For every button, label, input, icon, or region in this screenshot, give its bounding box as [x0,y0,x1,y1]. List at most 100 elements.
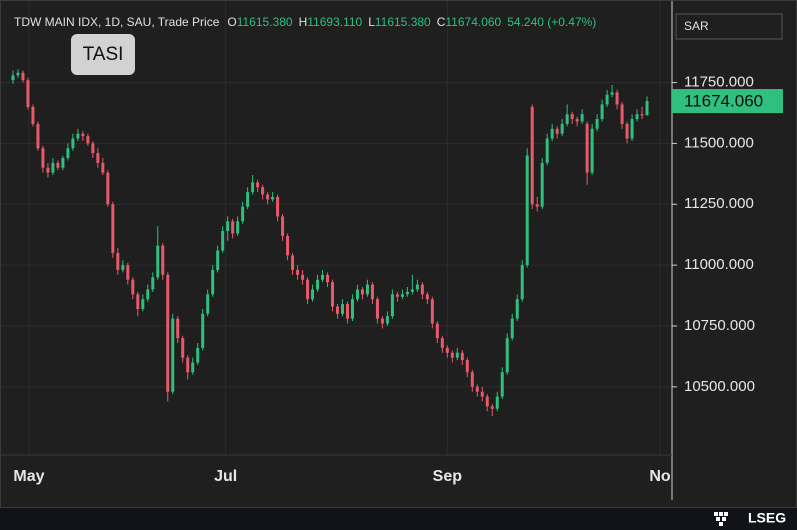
candle-body [181,338,185,358]
brand-icon [714,512,728,526]
candle-body [231,221,235,234]
candle-body [480,391,484,397]
candle-body [490,406,494,409]
change: 54.240 (+0.47%) [507,15,596,29]
candle-body [21,72,25,81]
candle-body [390,294,394,317]
candle-body [316,279,320,290]
x-tick-label: No [649,468,671,485]
candle-body [201,313,205,348]
candle-body [445,347,449,353]
candle-body [186,357,190,373]
candle-body [251,182,255,193]
candle-body [51,162,55,173]
candle-body [440,338,444,348]
candle-body [161,245,165,275]
candle-body [46,167,50,173]
candle-body [510,318,514,339]
candle-body [545,138,549,163]
candle-body [176,318,180,339]
field-key: L [368,15,375,29]
candle-body [350,299,354,319]
candle-body [151,277,155,290]
candle-body [475,386,479,392]
candle-body [261,187,265,195]
symbol-badge [71,34,135,75]
y-tick-label: 11750.000 [684,74,754,91]
currency-box[interactable] [675,13,783,40]
candle-body [171,318,175,392]
candle-body [345,304,349,319]
candle-body [370,284,374,300]
brand: LSEG [748,510,786,526]
candle-body [590,128,594,173]
field-value: 11615.380 [237,15,293,29]
candle-body [540,162,544,207]
candle-body [216,250,220,270]
candle-body [355,289,359,300]
candle-body [36,123,40,149]
candle-body [136,294,140,309]
x-tick-label: Sep [433,468,463,485]
candle-body [550,128,554,139]
candle-body [365,284,369,295]
candle-body [435,323,439,339]
candle-body [535,204,539,207]
candle-body [465,360,469,373]
candle-body [340,304,344,314]
candle-body [246,192,250,207]
candle-body [291,255,295,270]
candle-body [16,72,20,76]
header-title: TDW MAIN IDX, 1D, SAU, Trade Price [14,15,220,29]
candle-body [375,299,379,319]
field-value: 11674.060 [445,15,501,29]
x-tick-label: May [13,468,44,485]
x-tick-label: Jul [214,468,237,485]
candle-body [146,289,150,300]
header: TDW MAIN IDX, 1D, SAU, Trade Price O11615… [14,15,596,29]
candle-body [56,162,60,168]
candle-body [415,284,419,290]
candle-body [525,155,529,266]
candle-body [385,316,389,324]
candle-body [600,104,604,120]
candle-body [380,318,384,324]
candle-body [580,114,584,122]
candle-body [11,75,15,81]
candle-body [321,274,325,280]
candle-body [625,123,629,139]
axes: 10500.000 10750.000 11000.000 11250.000 1150… [13,74,783,485]
candle-body [26,80,30,107]
candle-body [430,299,434,324]
y-tick-label: 11500.000 [684,134,754,151]
candle-body [141,299,145,309]
candle-body [595,119,599,129]
candle-body [166,274,170,392]
candle-body [565,114,569,124]
candle-body [410,289,414,292]
field-key: C [437,15,446,29]
y-tick-label: 10500.000 [684,378,755,395]
candle-body [395,294,399,297]
candle-body [635,114,639,120]
field-key: H [299,15,308,29]
y-tick-label: 11250.000 [684,195,754,212]
field-value: 11615.380 [375,15,431,29]
y-tick-label: 11000.000 [684,256,754,273]
candle-body [360,289,364,295]
candle-body [131,279,135,295]
candle-body [326,274,330,283]
last-price-label: 11674.060 [684,92,763,111]
candle-body [336,306,339,314]
candle-body [281,216,285,236]
last-price-box [672,89,783,114]
candle-body [640,114,644,116]
candle-body [575,119,579,122]
y-tick-label: 10750.000 [684,317,755,334]
candle-body [610,92,614,95]
candle-body [236,221,240,234]
candle-body [520,265,524,300]
candle-body [41,148,45,168]
candle-body [241,206,245,222]
